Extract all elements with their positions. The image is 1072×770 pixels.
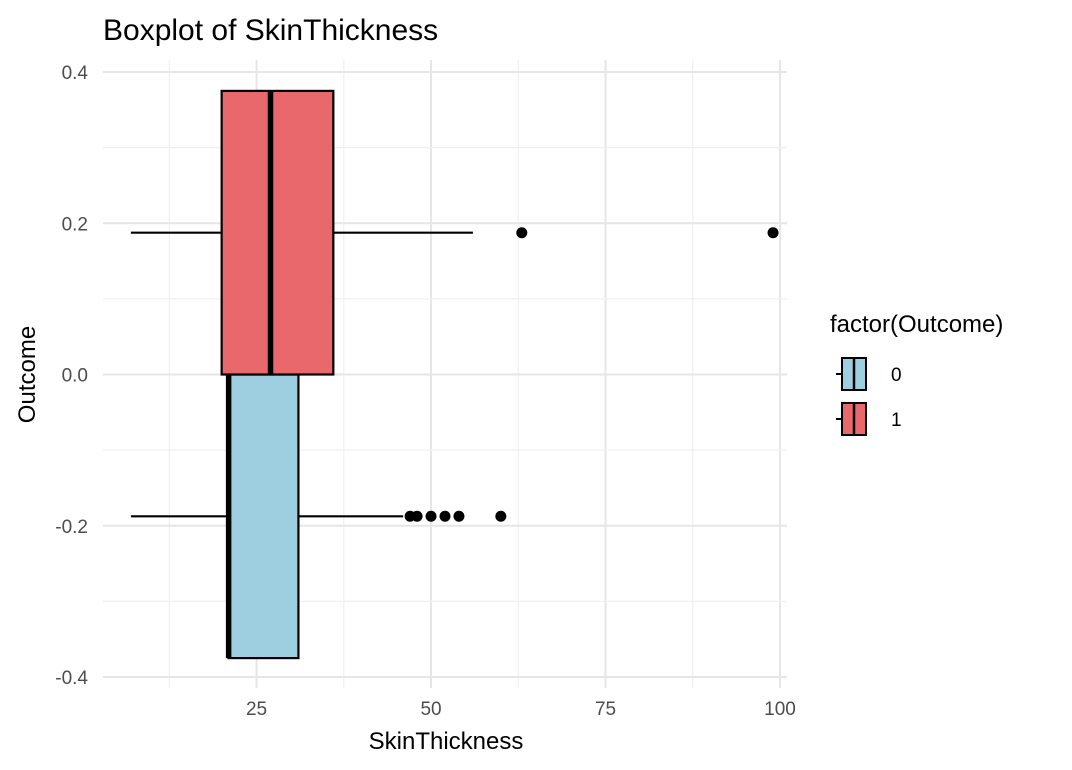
y-tick-label: -0.4 bbox=[55, 668, 88, 689]
legend: factor(Outcome) 0 1 bbox=[830, 311, 1003, 436]
chart-title: Boxplot of SkinThickness bbox=[103, 14, 438, 47]
x-axis-title: SkinThickness bbox=[369, 728, 524, 755]
x-tick-label: 100 bbox=[764, 699, 796, 720]
outlier-point bbox=[453, 510, 465, 522]
x-tick-label: 75 bbox=[595, 699, 616, 720]
x-tick-label: 50 bbox=[420, 699, 441, 720]
y-tick-label: -0.2 bbox=[55, 517, 88, 538]
box-group-outcome-1 bbox=[130, 89, 779, 376]
x-tick-label: 25 bbox=[246, 699, 267, 720]
y-tick-label: 0.4 bbox=[62, 63, 89, 84]
legend-item-1: 1 bbox=[836, 402, 902, 436]
legend-title: factor(Outcome) bbox=[830, 311, 1003, 338]
outlier-point bbox=[516, 227, 528, 239]
legend-item-0: 0 bbox=[836, 357, 902, 391]
outlier-point bbox=[495, 510, 507, 522]
legend-label: 0 bbox=[891, 365, 902, 386]
tick-labels: 25 50 75 100 -0.4 -0.2 0.0 0.2 0.4 bbox=[55, 63, 796, 720]
outlier-point bbox=[767, 227, 779, 239]
outlier-point bbox=[425, 510, 437, 522]
box-group-outcome-0 bbox=[130, 373, 507, 660]
box-iqr bbox=[220, 89, 335, 376]
box-iqr bbox=[227, 373, 300, 660]
outlier-point bbox=[411, 510, 423, 522]
y-tick-label: 0.0 bbox=[62, 366, 88, 387]
y-axis-title: Outcome bbox=[14, 326, 41, 423]
outlier-point bbox=[439, 510, 451, 522]
y-tick-label: 0.2 bbox=[62, 214, 88, 235]
grid-lines bbox=[103, 60, 787, 688]
box-layer bbox=[130, 89, 779, 660]
legend-label: 1 bbox=[891, 410, 902, 431]
